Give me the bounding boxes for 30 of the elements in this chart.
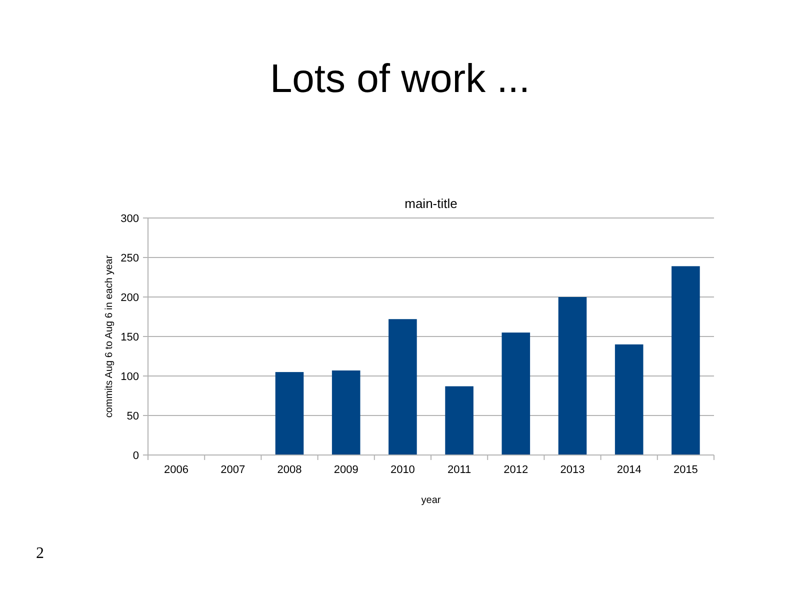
text: 2 [36,545,44,562]
x-tick-label: 2006 [164,464,189,476]
y-tick-label: 300 [120,212,139,225]
x-axis-title: year [421,495,442,506]
bar [614,344,644,455]
x-tick-label: 2008 [277,464,302,476]
y-tick-label: 50 [126,410,139,422]
bar [275,372,304,455]
bar [332,370,360,455]
chart-subtitle: main-title [404,196,458,211]
y-axis-title: commits Aug 6 to Aug 6 in each year [104,254,115,418]
y-tick-label: 200 [120,292,139,304]
bar [502,332,530,455]
x-tick-label: 2013 [560,464,585,476]
bar [388,319,417,455]
bar [672,266,700,455]
chart-title: Lots of work ... [270,57,530,101]
y-tick-label: 100 [120,370,139,383]
x-tick-label: 2009 [334,464,358,476]
x-tick-label: 2014 [616,464,642,476]
x-tick-label: 2007 [220,464,246,476]
bar [445,386,474,455]
x-tick-label: 2012 [504,464,528,476]
y-tick-label: 250 [120,252,139,264]
bar [558,297,587,455]
x-tick-label: 2010 [390,464,415,476]
y-tick-label: 0 [132,450,139,462]
y-tick-label: 150 [120,331,139,344]
x-tick-label: 2011 [447,464,472,476]
x-tick-label: 2015 [673,464,698,476]
